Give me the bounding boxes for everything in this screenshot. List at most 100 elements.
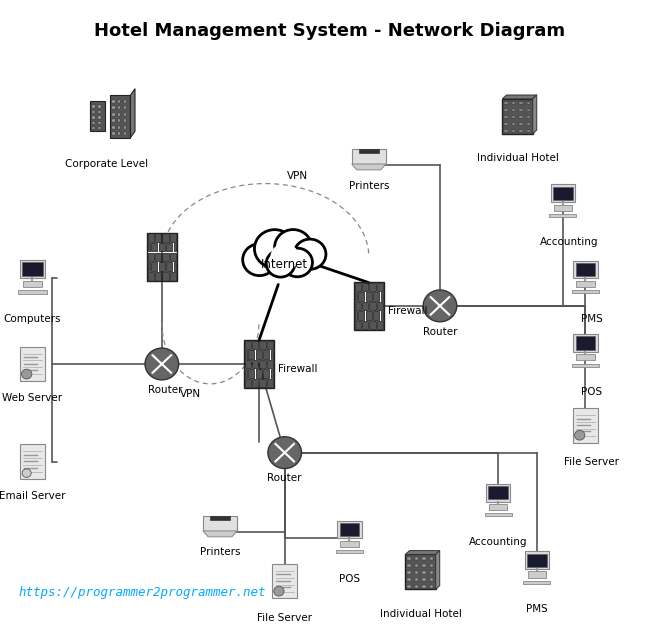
Bar <box>259 379 265 388</box>
Text: PMS: PMS <box>581 314 603 324</box>
Bar <box>354 302 361 310</box>
Bar <box>92 127 95 129</box>
Bar <box>527 102 530 104</box>
Bar <box>210 516 230 520</box>
Bar <box>148 233 154 241</box>
Bar <box>123 126 126 129</box>
Bar <box>170 253 176 261</box>
Bar <box>407 571 411 574</box>
Bar <box>118 132 121 135</box>
Bar <box>98 110 101 113</box>
Bar <box>366 311 372 319</box>
Circle shape <box>423 290 457 322</box>
Bar <box>430 564 433 567</box>
Bar <box>112 126 115 129</box>
Bar <box>118 126 121 129</box>
Bar <box>174 263 176 271</box>
Bar <box>112 113 115 115</box>
Bar <box>110 95 131 138</box>
Bar <box>170 233 176 241</box>
Bar <box>98 127 101 129</box>
Bar <box>159 243 165 251</box>
Bar <box>527 553 546 567</box>
Circle shape <box>22 369 32 379</box>
Bar <box>415 585 418 588</box>
Bar <box>370 302 376 310</box>
Text: Router: Router <box>422 327 457 337</box>
Text: VPN: VPN <box>180 389 201 399</box>
Bar <box>166 263 172 271</box>
Text: VPN: VPN <box>287 170 308 180</box>
Circle shape <box>282 248 312 277</box>
Polygon shape <box>352 164 386 170</box>
Bar <box>148 243 150 251</box>
Circle shape <box>574 431 585 440</box>
Bar <box>430 585 433 588</box>
Bar <box>354 282 383 329</box>
Bar <box>162 253 168 261</box>
Bar <box>263 369 269 378</box>
Bar <box>166 243 172 251</box>
Bar <box>504 109 508 111</box>
Bar <box>553 187 573 200</box>
Bar <box>550 185 575 202</box>
Text: Accounting: Accounting <box>540 237 599 247</box>
Bar <box>263 350 269 359</box>
Text: Router: Router <box>267 474 302 484</box>
Bar <box>488 486 508 499</box>
Bar <box>430 578 433 581</box>
Bar <box>576 354 595 361</box>
Bar <box>504 122 508 125</box>
Bar <box>155 253 161 261</box>
Bar <box>407 578 411 581</box>
Bar <box>377 283 383 291</box>
Bar <box>519 130 523 132</box>
Bar <box>377 321 383 329</box>
Bar <box>245 369 247 378</box>
Bar <box>358 149 379 153</box>
Text: Accounting: Accounting <box>469 537 527 547</box>
Bar <box>358 292 364 301</box>
Bar <box>576 263 595 276</box>
Circle shape <box>271 243 299 270</box>
Bar <box>489 504 508 510</box>
Bar <box>148 272 154 281</box>
Bar <box>123 119 126 122</box>
Bar <box>381 292 383 301</box>
Text: PMS: PMS <box>526 604 548 614</box>
Text: Web Server: Web Server <box>3 393 63 403</box>
Circle shape <box>145 348 179 380</box>
Bar <box>430 571 433 574</box>
Bar <box>340 523 359 536</box>
Bar <box>252 360 258 368</box>
Text: File Server: File Server <box>257 613 312 623</box>
Bar <box>370 321 376 329</box>
Bar <box>576 281 595 287</box>
Bar <box>415 564 418 567</box>
Bar <box>405 554 436 590</box>
Bar <box>422 557 426 560</box>
Bar <box>92 105 95 107</box>
Text: Individual Hotel: Individual Hotel <box>477 153 558 163</box>
Circle shape <box>22 469 31 477</box>
Bar <box>271 369 273 378</box>
Bar <box>407 564 411 567</box>
Bar <box>415 578 418 581</box>
Polygon shape <box>533 95 537 134</box>
Bar <box>98 105 101 107</box>
Bar <box>377 302 383 310</box>
Circle shape <box>255 230 295 268</box>
Bar <box>370 283 376 291</box>
Bar <box>271 350 273 359</box>
Bar <box>373 311 380 319</box>
Bar <box>381 311 383 319</box>
Bar <box>415 571 418 574</box>
Bar <box>422 571 426 574</box>
Polygon shape <box>131 89 135 138</box>
Text: Hotel Management System - Network Diagram: Hotel Management System - Network Diagra… <box>94 22 566 39</box>
Bar <box>573 407 598 442</box>
Text: Printers: Printers <box>200 547 240 557</box>
Bar <box>162 272 168 281</box>
Bar <box>354 283 361 291</box>
Bar <box>118 106 121 109</box>
